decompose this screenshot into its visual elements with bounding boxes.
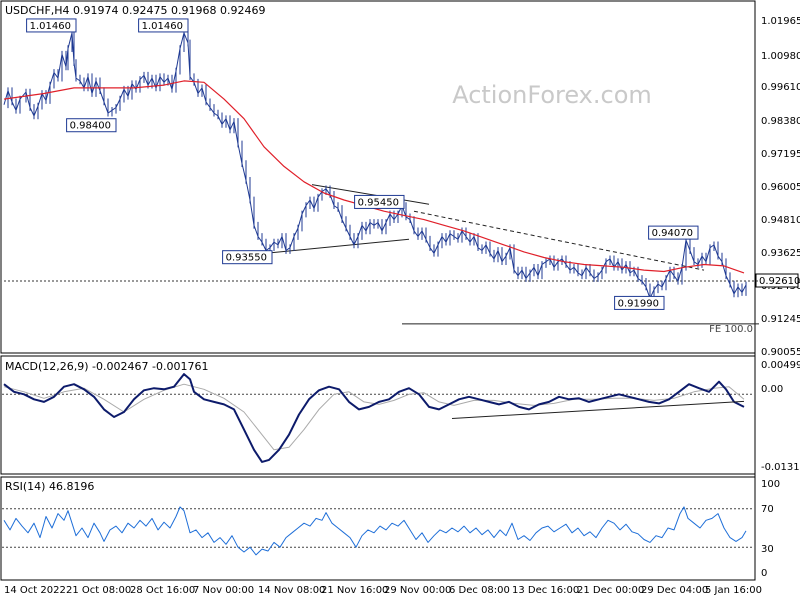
price-annotation-box bbox=[614, 295, 665, 310]
price-annotation-label: 1.01460 bbox=[30, 21, 71, 32]
macd-line bbox=[3, 373, 745, 463]
x-tick-label: 21 Nov 16:00 bbox=[321, 585, 388, 596]
price-annotation-label: 1.01460 bbox=[142, 21, 183, 32]
x-tick-label: 21 Dec 00:00 bbox=[577, 585, 644, 596]
price-annotation-box bbox=[648, 225, 699, 240]
x-tick-label: 7 Nov 00:00 bbox=[193, 585, 254, 596]
macd-signal-line bbox=[3, 383, 745, 451]
x-tick-label: 6 Dec 08:00 bbox=[449, 585, 510, 596]
plot-layer: 1.01460 1.01460 0.98400 0.95450 0.93550 0.940… bbox=[2, 18, 759, 556]
x-tick-label: 29 Nov 00:00 bbox=[384, 585, 451, 596]
price-annotation-box bbox=[26, 18, 77, 33]
x-axis: 14 Oct 2022 21 Oct 08:00 28 Oct 16:00 7 … bbox=[4, 585, 762, 596]
x-tick-label: 29 Dec 04:00 bbox=[641, 585, 708, 596]
rsi-tick: 30 bbox=[761, 544, 774, 555]
price-tick: 0.98380 bbox=[761, 116, 800, 127]
price-tick: 0.97195 bbox=[761, 149, 800, 160]
rsi-tick: 70 bbox=[761, 504, 774, 515]
x-tick-label: 28 Oct 16:00 bbox=[130, 585, 195, 596]
price-annotation-label: 0.98400 bbox=[70, 121, 111, 132]
rsi-y-axis: 100 70 30 0 bbox=[761, 479, 780, 579]
trendline bbox=[265, 238, 410, 254]
macd-tick: 0.004993 bbox=[761, 360, 800, 371]
x-tick-label: 14 Oct 2022 bbox=[4, 585, 66, 596]
trendline bbox=[413, 210, 705, 271]
x-tick-label: 13 Dec 16:00 bbox=[512, 585, 579, 596]
macd-y-axis: 0.004993 0.00 -0.013193 bbox=[761, 360, 800, 473]
price-annotation-label: 0.93550 bbox=[226, 253, 267, 264]
macd-title: MACD(12,26,9) -0.002467 -0.001761 bbox=[5, 360, 208, 373]
price-tick: 0.91245 bbox=[761, 314, 800, 325]
macd-tick: 0.00 bbox=[761, 384, 783, 395]
rsi-title: RSI(14) 46.8196 bbox=[5, 480, 94, 493]
price-annotation-label: 0.94070 bbox=[652, 228, 693, 239]
rsi-tick: 100 bbox=[761, 479, 780, 490]
price-title: USDCHF,H4 0.91974 0.92475 0.91968 0.9246… bbox=[5, 4, 266, 17]
price-annotation-label: 0.95450 bbox=[358, 197, 399, 208]
x-tick-label: 14 Nov 08:00 bbox=[258, 585, 325, 596]
macd-tick: -0.013193 bbox=[761, 462, 800, 473]
price-line bbox=[3, 32, 747, 299]
price-tick: 0.93625 bbox=[761, 248, 800, 259]
trendline bbox=[311, 184, 430, 205]
current-price-badge: 0.92610 bbox=[755, 273, 800, 288]
price-tick: 0.96005 bbox=[761, 182, 800, 193]
price-annotation-box bbox=[138, 18, 189, 33]
fe-label: FE 100.0 bbox=[709, 324, 753, 335]
price-tick: 0.90055 bbox=[761, 347, 800, 358]
rsi-tick: 0 bbox=[761, 568, 767, 579]
macd-panel-frame bbox=[0, 355, 756, 475]
price-tick: 0.99610 bbox=[761, 82, 800, 93]
price-y-axis: 1.01965 1.00980 0.99610 0.98380 0.97195 … bbox=[761, 16, 800, 358]
x-tick-label: 5 Jan 16:00 bbox=[705, 585, 762, 596]
price-tick: 1.00980 bbox=[761, 51, 800, 62]
price-tick: 1.01965 bbox=[761, 16, 800, 27]
price-annotation-box bbox=[66, 118, 117, 133]
price-annotation-box bbox=[354, 194, 405, 209]
current-price-label: 0.92610 bbox=[759, 276, 800, 287]
watermark: ActionForex.com bbox=[452, 81, 652, 109]
rsi-line bbox=[3, 506, 747, 556]
price-annotation-box bbox=[222, 250, 273, 265]
price-tick: 0.94810 bbox=[761, 215, 800, 226]
x-tick-label: 21 Oct 08:00 bbox=[66, 585, 131, 596]
moving-average-line bbox=[3, 80, 745, 274]
price-annotation-label: 0.91990 bbox=[618, 298, 659, 309]
macd-trendline bbox=[451, 400, 745, 420]
